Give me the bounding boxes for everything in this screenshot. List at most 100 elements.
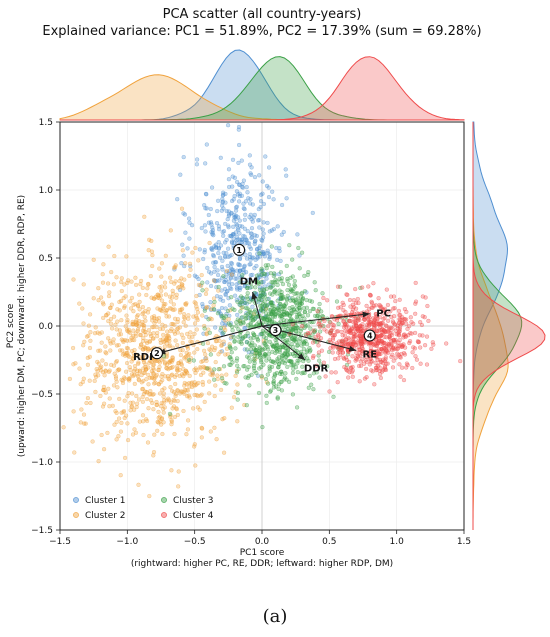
data-point [253,285,258,290]
data-point [265,250,270,256]
data-point [204,304,209,310]
data-point [179,332,184,337]
data-point [144,377,149,382]
data-point [393,298,398,304]
data-point [195,346,200,352]
data-point [247,153,252,158]
data-point [233,205,239,210]
data-point [237,295,242,301]
data-point [211,253,217,259]
series-points-cluster-2 [61,206,270,499]
data-point [424,362,430,367]
data-point [178,359,183,364]
data-point [349,370,354,375]
data-point [237,256,243,261]
data-point [194,316,200,321]
data-point [246,278,251,283]
data-point [235,192,241,197]
data-point [147,338,153,344]
data-point [161,394,166,399]
data-point [158,380,163,385]
data-point [358,337,364,342]
data-point [159,400,164,406]
data-point [263,263,268,268]
data-point [143,318,148,323]
data-point [134,322,139,327]
data-point [85,355,90,361]
data-point [179,306,185,311]
data-point [391,358,396,363]
data-point [328,328,334,334]
data-point [336,321,341,326]
data-point [202,203,207,208]
data-point [283,167,288,172]
data-point [140,304,146,310]
data-point [229,272,234,277]
data-point [143,345,148,351]
data-point [280,310,285,315]
data-point [216,227,222,232]
data-point [132,363,138,369]
data-point [257,217,262,223]
data-point [232,215,237,220]
data-point [242,226,248,231]
data-point [345,368,350,373]
data-point [252,343,258,348]
data-point [217,255,223,260]
data-point [109,326,115,331]
data-point [420,314,425,319]
data-point [328,320,333,325]
data-point [237,182,242,187]
data-point [261,201,267,207]
data-point [139,342,144,347]
data-point [223,221,228,227]
data-point [230,174,235,179]
data-point [407,339,413,344]
data-point [118,348,123,353]
data-point [419,322,425,328]
data-point [279,278,284,284]
data-point [147,237,152,242]
data-point [131,328,136,333]
data-point [136,360,141,365]
data-point [125,421,130,426]
data-point [245,354,250,359]
data-point [278,345,283,350]
data-point [263,336,269,341]
data-point [264,276,269,281]
data-point [376,296,381,301]
data-point [205,265,210,271]
data-point [212,425,217,430]
data-point [182,356,187,361]
data-point [298,294,304,299]
data-point [198,366,203,371]
data-point [378,375,384,381]
y-tick-label: −1.5 [31,526,53,536]
data-point [279,296,284,301]
data-point [304,305,310,310]
data-point [67,376,73,382]
data-point [212,269,217,274]
data-point [392,322,398,327]
data-point [299,250,305,255]
data-point [237,339,242,344]
data-point [247,251,252,257]
data-point [247,299,252,304]
data-point [84,400,89,406]
data-point [164,333,169,339]
data-point [166,344,172,349]
data-point [282,339,288,344]
data-point [205,366,210,371]
data-point [146,307,151,312]
data-point [241,201,246,206]
data-point [210,225,215,230]
data-point [249,352,254,357]
data-point [229,239,235,244]
data-point [204,142,209,147]
data-point [284,377,289,382]
data-point [290,392,296,397]
data-point [151,362,157,367]
data-point [256,281,261,287]
data-point [169,359,175,364]
data-point [91,296,96,301]
